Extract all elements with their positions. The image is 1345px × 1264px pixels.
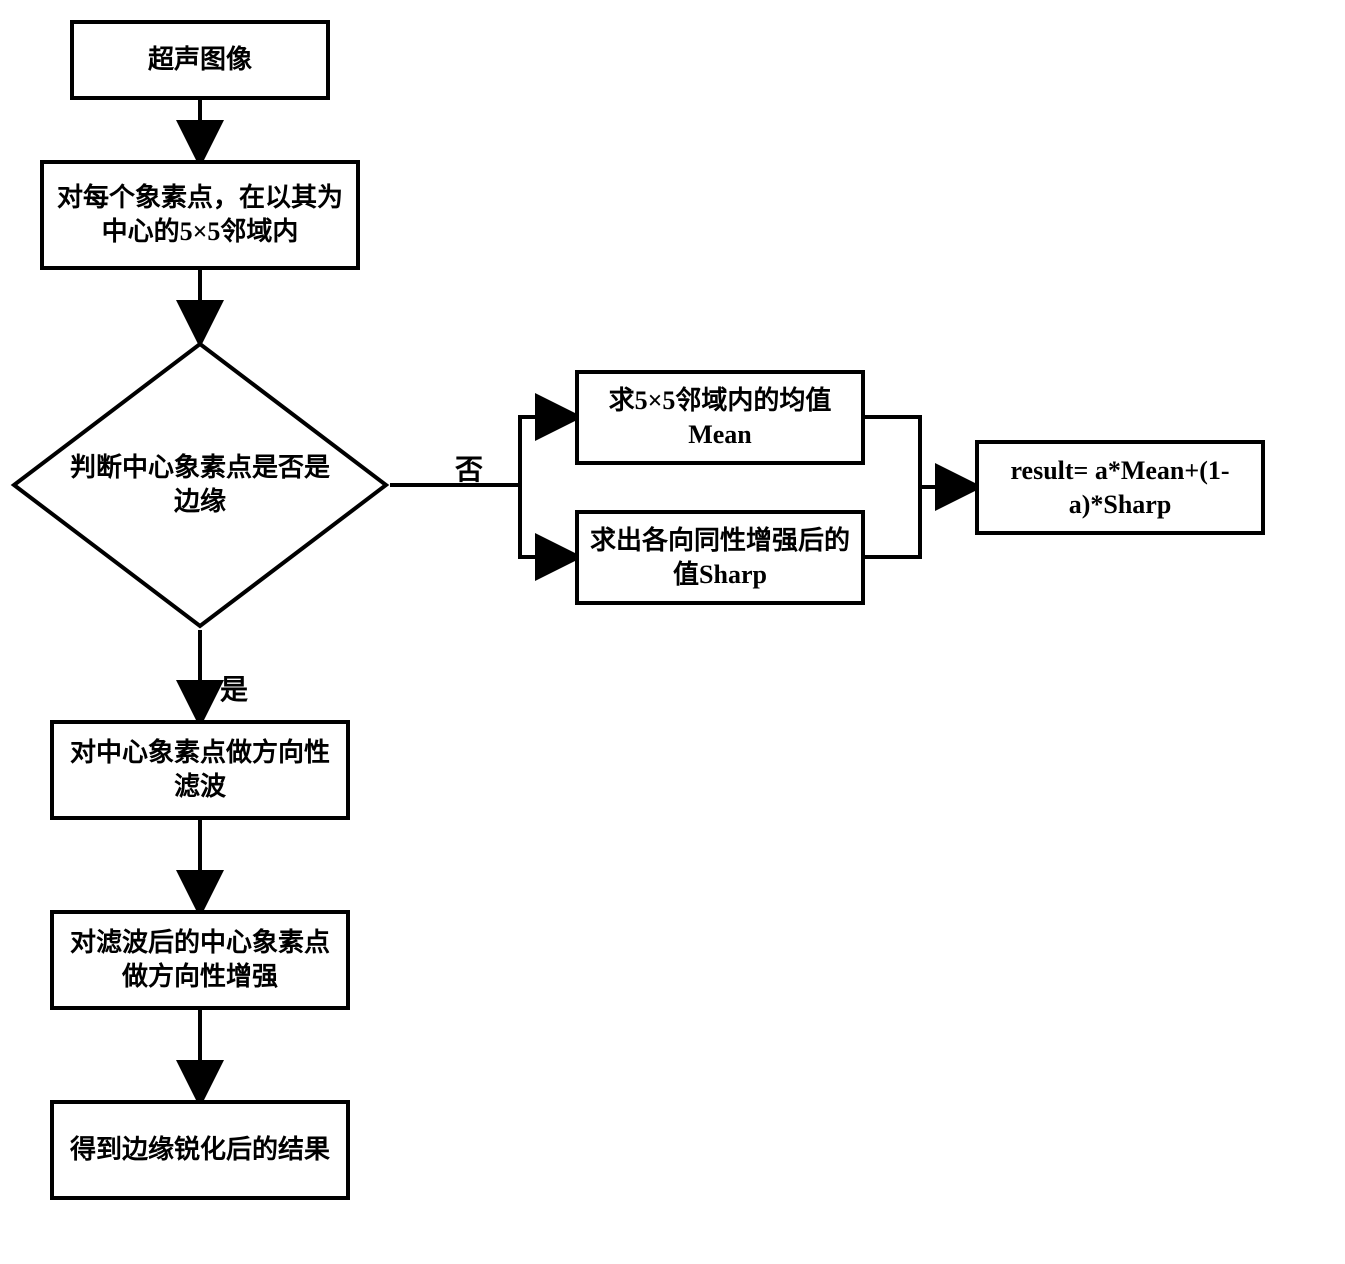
node-n4-label: 对中心象素点做方向性滤波 <box>64 736 336 804</box>
node-n3-label: 判断中心象素点是否是边缘 <box>65 451 335 519</box>
node-n2: 对每个象素点，在以其为中心的5×5邻域内 <box>40 160 360 270</box>
node-n8-label: 求出各向同性增强后的值Sharp <box>589 524 851 592</box>
node-n7-label: 求5×5邻域内的均值Mean <box>589 384 851 452</box>
edge-label-no: 否 <box>455 448 483 488</box>
node-n1-label: 超声图像 <box>148 43 252 77</box>
node-n6-label: 得到边缘锐化后的结果 <box>70 1133 330 1167</box>
node-n8: 求出各向同性增强后的值Sharp <box>575 510 865 605</box>
node-n9-label: result= a*Mean+(1-a)*Sharp <box>989 454 1251 522</box>
node-n4: 对中心象素点做方向性滤波 <box>50 720 350 820</box>
edge-label-yes: 是 <box>220 668 248 708</box>
flowchart-canvas: 超声图像 对每个象素点，在以其为中心的5×5邻域内 判断中心象素点是否是边缘 对… <box>0 0 1345 1264</box>
node-n5: 对滤波后的中心象素点做方向性增强 <box>50 910 350 1010</box>
node-n7: 求5×5邻域内的均值Mean <box>575 370 865 465</box>
node-n5-label: 对滤波后的中心象素点做方向性增强 <box>64 926 336 994</box>
node-n3: 判断中心象素点是否是边缘 <box>10 340 390 630</box>
node-n1: 超声图像 <box>70 20 330 100</box>
node-n6: 得到边缘锐化后的结果 <box>50 1100 350 1200</box>
node-n2-label: 对每个象素点，在以其为中心的5×5邻域内 <box>54 181 346 249</box>
node-n9: result= a*Mean+(1-a)*Sharp <box>975 440 1265 535</box>
